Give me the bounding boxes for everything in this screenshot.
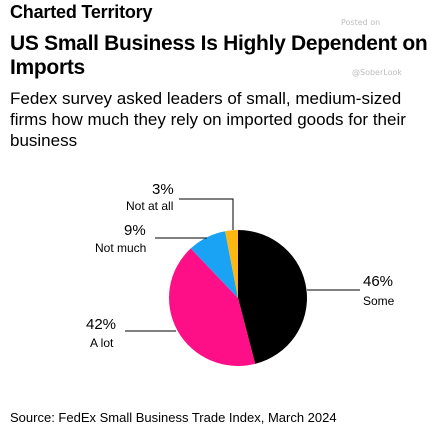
slice-label-a-lot: A lot: [90, 336, 114, 350]
slice-label-some: Some: [363, 294, 395, 308]
pie-slice-some: [238, 230, 307, 364]
source-note: Source: FedEx Small Business Trade Index…: [10, 410, 337, 425]
chart-title: US Small Business Is Highly Dependent on…: [10, 32, 428, 79]
pie-slices: [169, 229, 307, 366]
pie-slice-a-lot: [169, 248, 256, 366]
slice-label-not-at-all: Not at all: [126, 199, 173, 213]
chart-subtitle: Fedex survey asked leaders of small, med…: [10, 89, 406, 150]
slice-value-some: 46%: [363, 273, 393, 290]
leader-line-not-at-all: [179, 198, 234, 230]
pie-slice-not-much: [190, 231, 238, 298]
slice-label-not-much: Not much: [95, 241, 146, 255]
slice-value-a-lot: 42%: [86, 316, 116, 333]
watermark-handle: @SoberLook: [352, 68, 402, 77]
slice-value-not-much: 9%: [124, 222, 146, 239]
brand-label: Charted Territory: [10, 2, 153, 22]
slice-value-not-at-all: 3%: [152, 181, 174, 198]
pie-chart: 46% Some 42% A lot 9% Not much 3% Not at…: [86, 181, 395, 366]
pie-slice-not-at-all: [225, 229, 238, 298]
watermark-posted: Posted on: [341, 18, 381, 27]
